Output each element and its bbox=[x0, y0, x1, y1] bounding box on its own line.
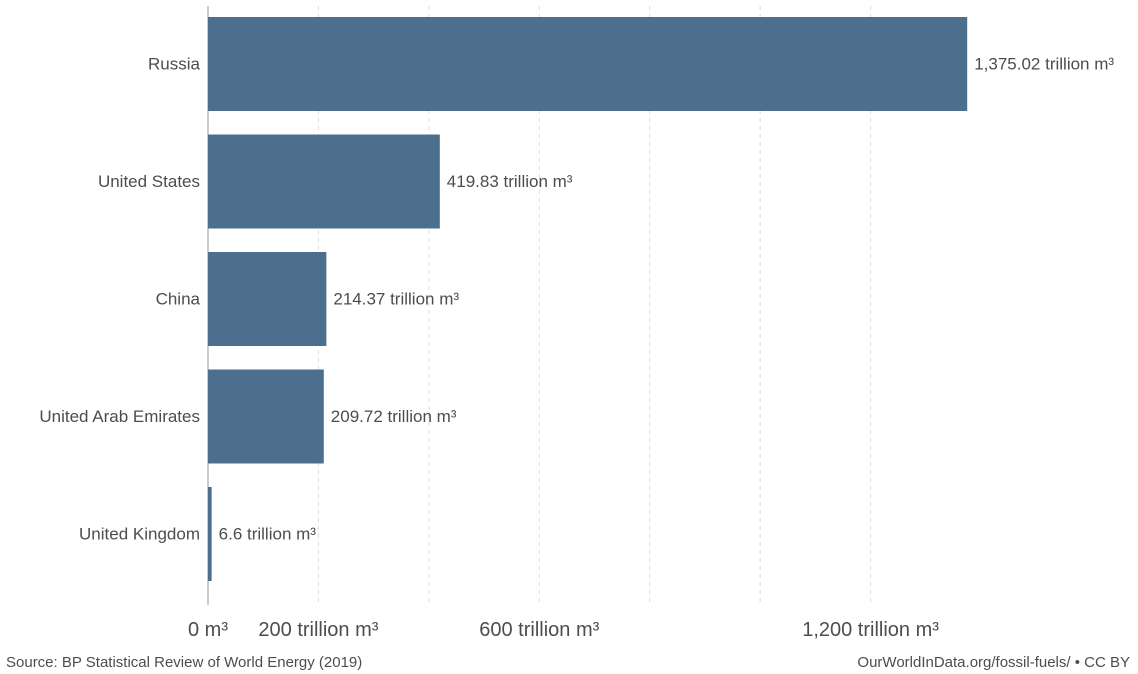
x-axis-ticks: 0 m³ 200 trillion m³ 600 trillion m³ 1,200 … bbox=[188, 619, 939, 641]
bar bbox=[208, 134, 440, 229]
x-tick-label: 600 trillion m³ bbox=[479, 619, 599, 641]
value-label: 6.6 trillion m³ bbox=[219, 525, 317, 544]
value-label: 214.37 trillion m³ bbox=[333, 290, 459, 309]
source-note: Source: BP Statistical Review of World E… bbox=[6, 654, 363, 671]
category-label: Russia bbox=[148, 55, 201, 74]
bar bbox=[208, 252, 327, 346]
credit-link[interactable]: OurWorldInData.org/fossil-fuels/ • CC BY bbox=[857, 654, 1130, 671]
category-label: United States bbox=[98, 172, 200, 191]
value-label: 209.72 trillion m³ bbox=[331, 407, 457, 426]
bar bbox=[208, 369, 324, 464]
x-tick-label: 0 m³ bbox=[188, 619, 228, 641]
x-tick-label: 200 trillion m³ bbox=[258, 619, 378, 641]
bar bbox=[208, 487, 212, 581]
category-label: China bbox=[156, 290, 201, 309]
x-tick-label: 1,200 trillion m³ bbox=[802, 619, 939, 641]
value-label: 1,375.02 trillion m³ bbox=[974, 55, 1114, 74]
bars: Russia 1,375.02 trillion m³ United States 4… bbox=[39, 17, 1114, 581]
value-label: 419.83 trillion m³ bbox=[447, 172, 573, 191]
bar bbox=[208, 17, 968, 111]
category-label: United Arab Emirates bbox=[39, 407, 200, 426]
category-label: United Kingdom bbox=[79, 525, 200, 544]
